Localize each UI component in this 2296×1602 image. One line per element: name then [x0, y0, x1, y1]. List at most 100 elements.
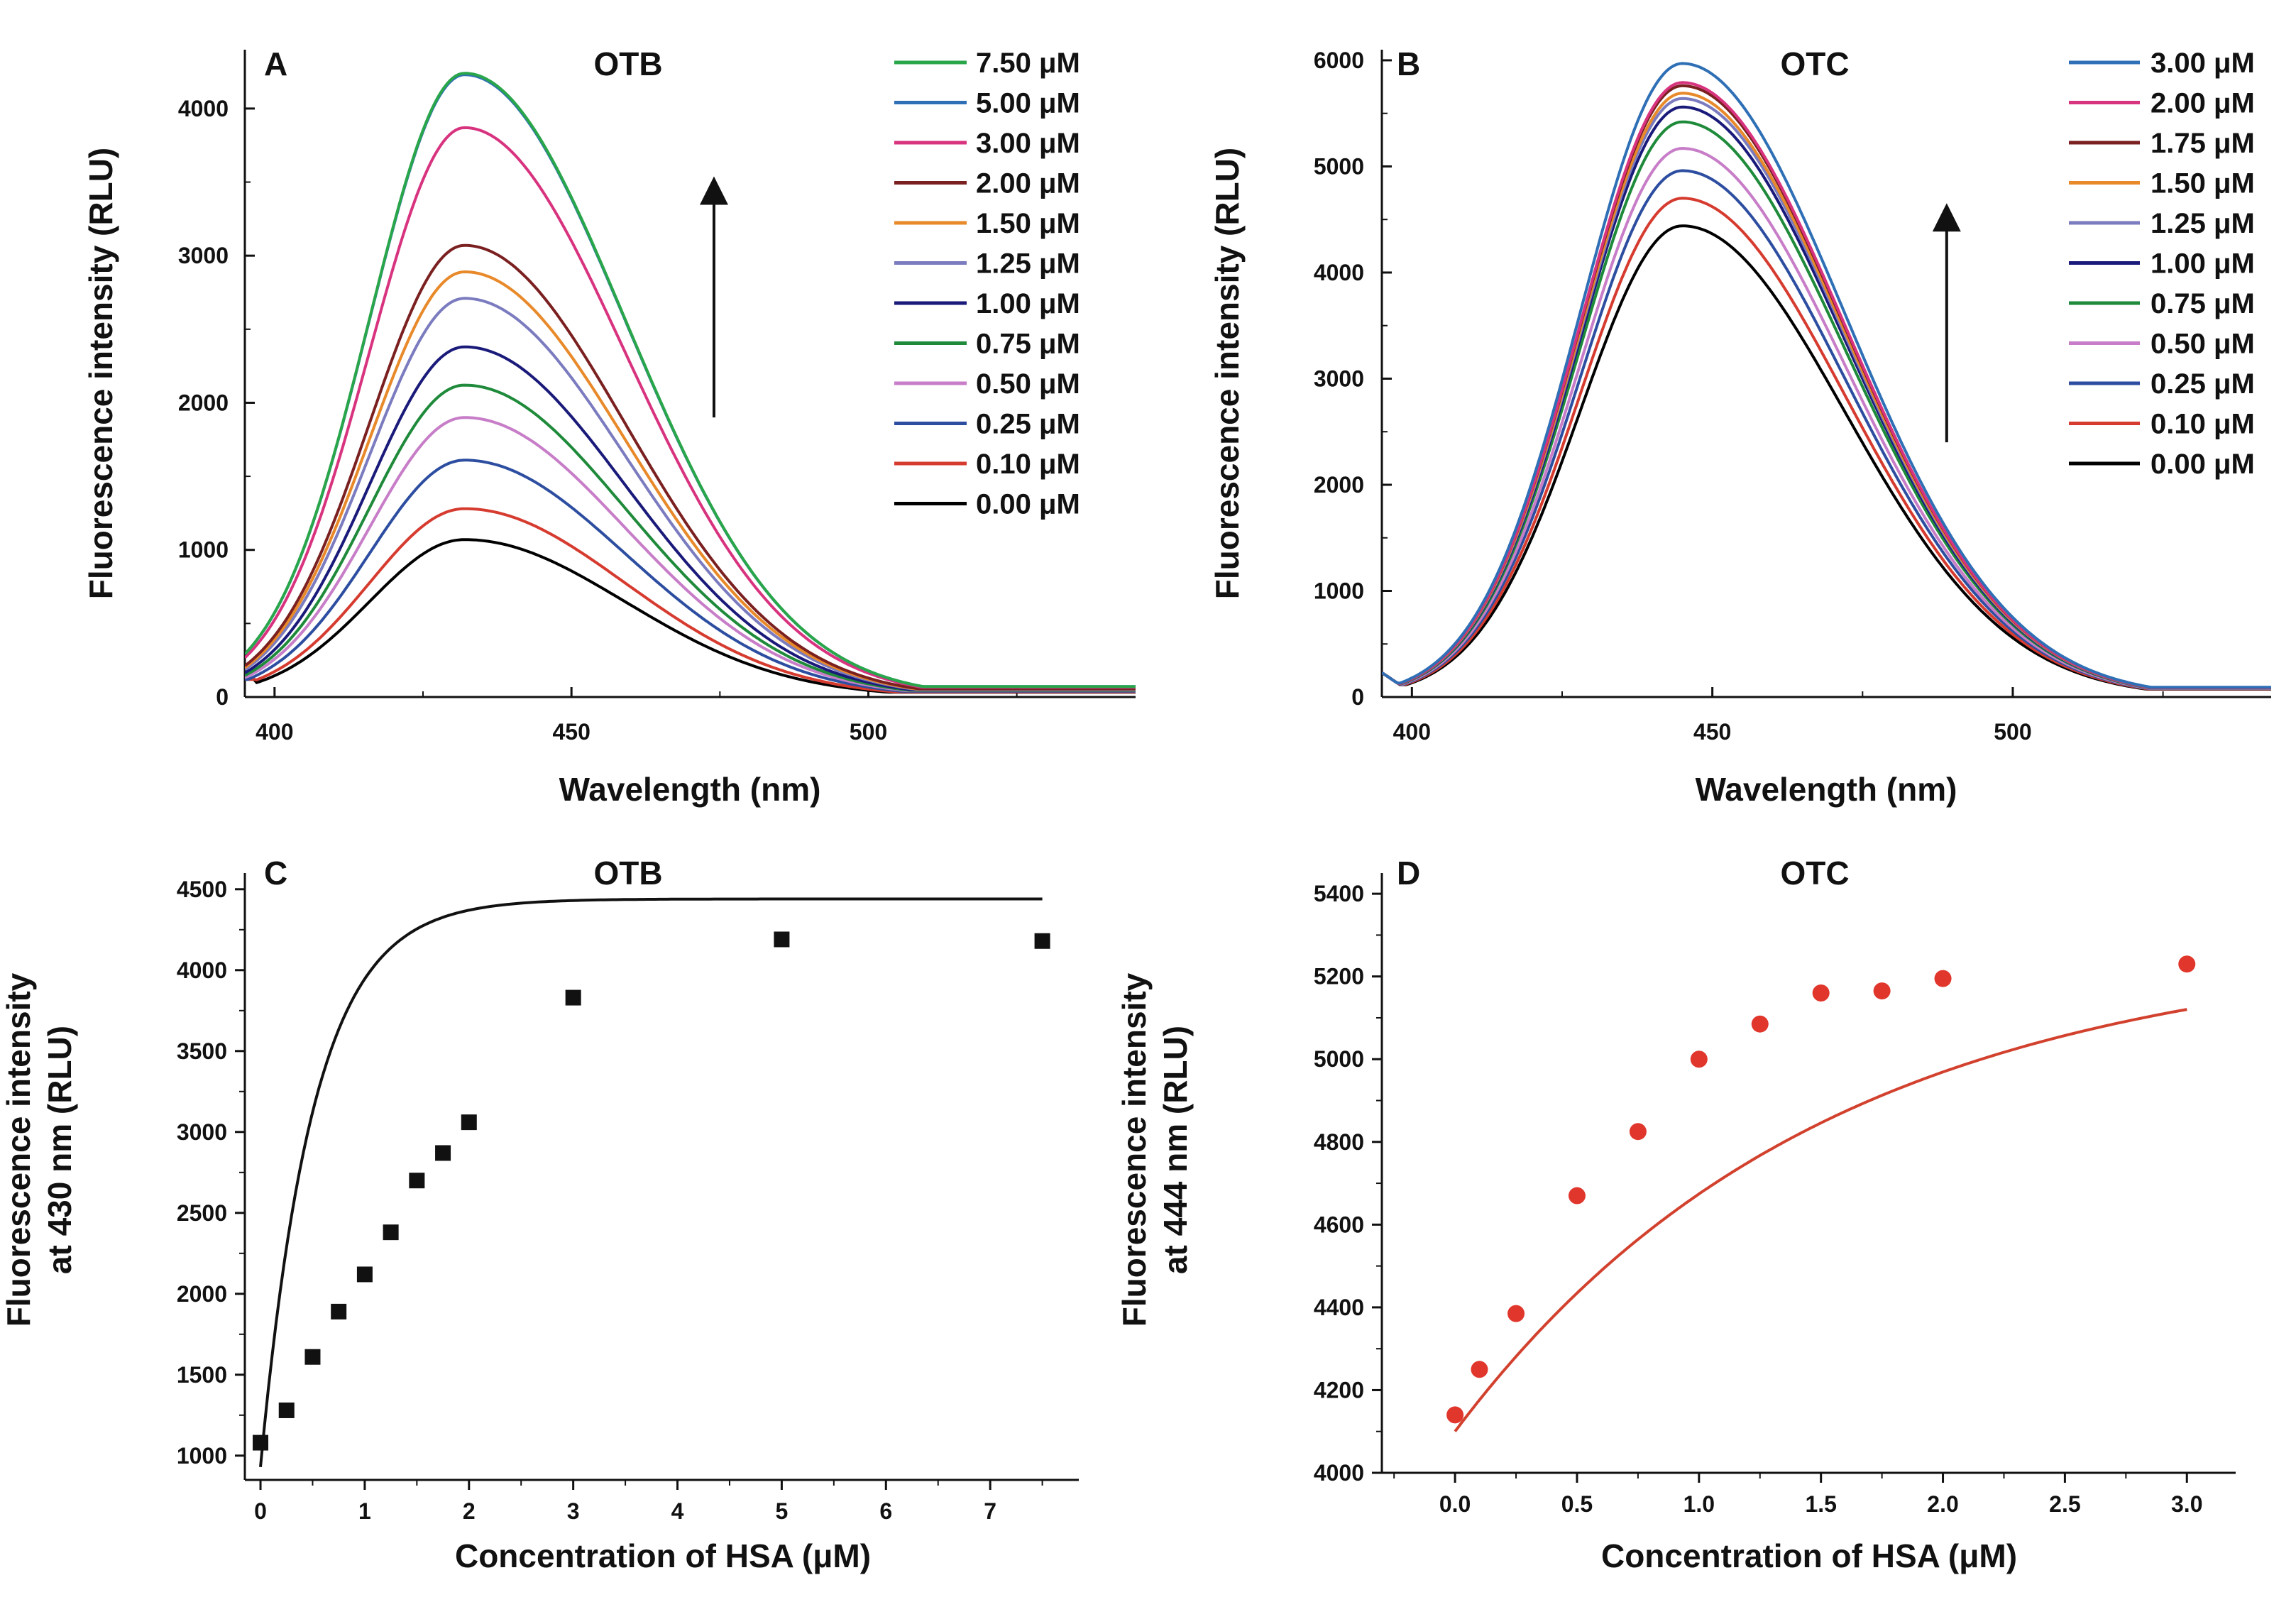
y-tick-label: 5200 — [1314, 964, 1364, 989]
y-tick-label: 0 — [216, 684, 229, 710]
data-point — [2178, 955, 2196, 973]
panel-title: OTB — [593, 855, 662, 891]
data-point — [1034, 933, 1050, 949]
legend-label: 2.00 μM — [2151, 88, 2255, 119]
y-tick-label: 1500 — [177, 1362, 227, 1388]
x-tick-label: 4 — [671, 1498, 684, 1524]
data-point — [774, 931, 790, 948]
legend-label: 3.00 μM — [2151, 48, 2255, 79]
panel-letter: B — [1397, 45, 1420, 82]
x-tick-label: 450 — [1693, 719, 1731, 745]
legend-label: 0.50 μM — [2151, 329, 2255, 360]
data-point — [461, 1114, 477, 1131]
y-tick-label: 5000 — [1314, 1046, 1364, 1072]
data-point — [253, 1434, 269, 1451]
data-point — [1568, 1187, 1586, 1205]
y-axis-title: Fluorescence intensity at 444 nm (RLU) — [1116, 972, 1194, 1327]
y-tick-label: 2000 — [178, 390, 229, 415]
series-line-1.25 — [1382, 97, 2271, 689]
series-group — [1382, 62, 2271, 691]
legend-label: 1.00 μM — [2151, 248, 2255, 280]
data-point — [1507, 1305, 1525, 1322]
panel-letter: A — [264, 45, 287, 82]
y-tick-label: 6000 — [1314, 48, 1364, 73]
data-point — [278, 1402, 295, 1418]
data-point — [1446, 1406, 1464, 1424]
x-tick-label: 400 — [1393, 719, 1431, 745]
x-axis-title: Concentration of HSA (μM) — [455, 1537, 871, 1574]
y-tick-label: 4400 — [1314, 1295, 1364, 1320]
legend-label: 0.50 μM — [976, 368, 1080, 400]
y-tick-label: 4000 — [177, 958, 227, 983]
x-tick-label: 3.0 — [2171, 1491, 2202, 1517]
y-tick-label: 4000 — [1314, 1460, 1364, 1486]
y-axis-title-line: at 430 nm (RLU) — [41, 1026, 78, 1274]
x-tick-label: 0 — [254, 1498, 267, 1524]
legend-label: 1.50 μM — [2151, 168, 2255, 199]
series-group — [245, 72, 1136, 694]
legend-label: 1.50 μM — [976, 208, 1080, 239]
data-point — [409, 1173, 425, 1189]
series-line-1.75 — [1382, 84, 2271, 689]
legend-label: 3.00 μM — [976, 128, 1080, 159]
x-tick-label: 500 — [1994, 719, 2031, 745]
panel-b-spectra-otc: 0 1000 2000 3000 4000 5000 6000 400 450 500 B OTC Wa… — [1209, 45, 2271, 808]
y-tick-label: 0 — [1351, 684, 1364, 710]
panel-c-titration-otb: 1000 1500 2000 2500 3000 3500 4000 4500 0 1 2 3 4 5 6 7… — [0, 855, 1079, 1574]
legend: 3.00 μM 2.00 μM 1.75 μM 1.50 μM 1.25 μM 1.00 … — [2069, 48, 2255, 480]
y-tick-label: 3000 — [1314, 366, 1364, 391]
data-point — [435, 1145, 451, 1161]
panel-letter: D — [1397, 855, 1420, 891]
series-line-0.50 — [1382, 146, 2271, 690]
panel-a-spectra-otb: 0 1000 2000 3000 4000 400 450 500 A OTB Wavelength… — [82, 45, 1136, 808]
legend-label: 1.75 μM — [2151, 128, 2255, 159]
series-line-1.00 — [1382, 105, 2271, 689]
legend-label: 0.10 μM — [976, 449, 1080, 480]
x-tick-label: 1 — [358, 1498, 371, 1524]
legend-label: 7.50 μM — [976, 48, 1080, 79]
x-tick-label: 0.0 — [1439, 1491, 1471, 1517]
legend-label: 0.75 μM — [2151, 288, 2255, 319]
x-axis-title: Wavelength (nm) — [1696, 771, 1957, 808]
x-tick-label: 1.0 — [1683, 1491, 1715, 1517]
x-tick-label: 2 — [463, 1498, 476, 1524]
data-point — [383, 1224, 399, 1241]
y-tick-label: 4600 — [1314, 1212, 1364, 1237]
legend-label: 1.25 μM — [976, 248, 1080, 280]
y-axis-title-line: at 444 nm (RLU) — [1157, 1026, 1194, 1274]
x-tick-label: 2.5 — [2049, 1491, 2080, 1517]
series-line-0.00 — [245, 538, 1136, 694]
y-tick-label: 5000 — [1314, 153, 1364, 179]
legend-label: 1.00 μM — [976, 288, 1080, 319]
x-tick-label: 1.5 — [1805, 1491, 1836, 1517]
series-line-0.75 — [1382, 120, 2271, 690]
y-tick-label: 3500 — [177, 1038, 227, 1064]
legend-label: 0.25 μM — [2151, 368, 2255, 400]
y-axis-title-line: Fluorescence intensity (RLU) — [1209, 148, 1246, 599]
x-tick-label: 5 — [776, 1498, 789, 1524]
y-tick-label: 4200 — [1314, 1377, 1364, 1403]
panel-title: OTB — [593, 45, 662, 82]
x-tick-label: 2.0 — [1927, 1491, 1958, 1517]
data-point — [1812, 984, 1830, 1002]
legend-label: 0.75 μM — [976, 329, 1080, 360]
data-point — [1751, 1015, 1769, 1033]
y-axis-title: Fluorescence intensity at 430 nm (RLU) — [0, 972, 78, 1327]
y-tick-label: 3000 — [178, 243, 229, 268]
legend-label: 0.25 μM — [976, 409, 1080, 440]
legend-label: 0.00 μM — [2151, 449, 2255, 480]
data-point — [356, 1266, 373, 1283]
legend-label: 0.10 μM — [2151, 409, 2255, 440]
y-tick-label: 3000 — [177, 1119, 227, 1145]
y-axis-title-line: Fluorescence intensity (RLU) — [82, 148, 119, 599]
x-axis-title: Concentration of HSA (μM) — [1601, 1537, 2017, 1574]
data-point — [304, 1349, 321, 1365]
y-tick-label: 1000 — [178, 537, 229, 563]
y-axis-title: Fluorescence intensity (RLU) — [1209, 148, 1246, 599]
legend-label: 0.00 μM — [976, 489, 1080, 520]
x-tick-label: 400 — [256, 719, 293, 745]
legend-label: 2.00 μM — [976, 168, 1080, 199]
y-tick-label: 4800 — [1314, 1129, 1364, 1155]
legend-label: 5.00 μM — [976, 88, 1080, 119]
